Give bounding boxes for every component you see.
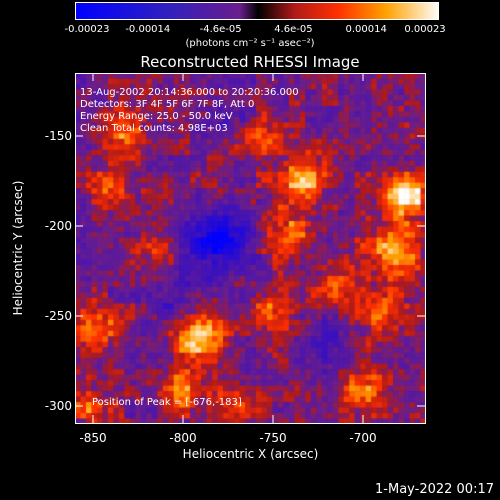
colorbar-unit-label: (photons cm⁻² s⁻¹ asec⁻²) [185,38,315,49]
timestamp: 1-May-2022 00:17 [375,482,494,497]
colorbar-tick-label: -0.00023 [64,24,110,35]
chart-title: Reconstructed RHESSI Image [140,53,360,71]
heatmap-image [75,73,426,424]
colorbar [75,2,439,20]
annotation-energy: Energy Range: 25.0 - 50.0 keV [80,111,233,122]
y-tick-label: -300 [44,399,72,413]
annotation-detectors: Detectors: 3F 4F 5F 6F 7F 8F, Att 0 [80,99,255,110]
annotation-time: 13-Aug-2002 20:14:36.000 to 20:20:36.000 [80,87,299,98]
x-tick-label: -700 [349,431,377,445]
y-tick-label: -250 [44,309,72,323]
colorbar-tick-label: 4.6e-05 [274,24,313,35]
x-tick-label: -850 [79,431,107,445]
x-tick-label: -800 [169,431,197,445]
x-axis-label: Heliocentric X (arcsec) [182,447,319,461]
annotation-counts: Clean Total counts: 4.98E+03 [80,123,228,134]
peak-position-label: Position of Peak = [-676,-183] [92,397,242,408]
y-axis-label: Heliocentric Y (arcsec) [11,180,25,316]
colorbar-tick-label: -4.6e-05 [199,24,242,35]
y-tick-label: -150 [44,129,72,143]
x-tick-label: -750 [259,431,287,445]
colorbar-tick-label: 0.00023 [404,24,446,35]
plot-frame [75,73,426,424]
y-tick-label: -200 [44,219,72,233]
colorbar-tick-label: 0.00014 [345,24,387,35]
colorbar-tick-label: -0.00014 [125,24,171,35]
